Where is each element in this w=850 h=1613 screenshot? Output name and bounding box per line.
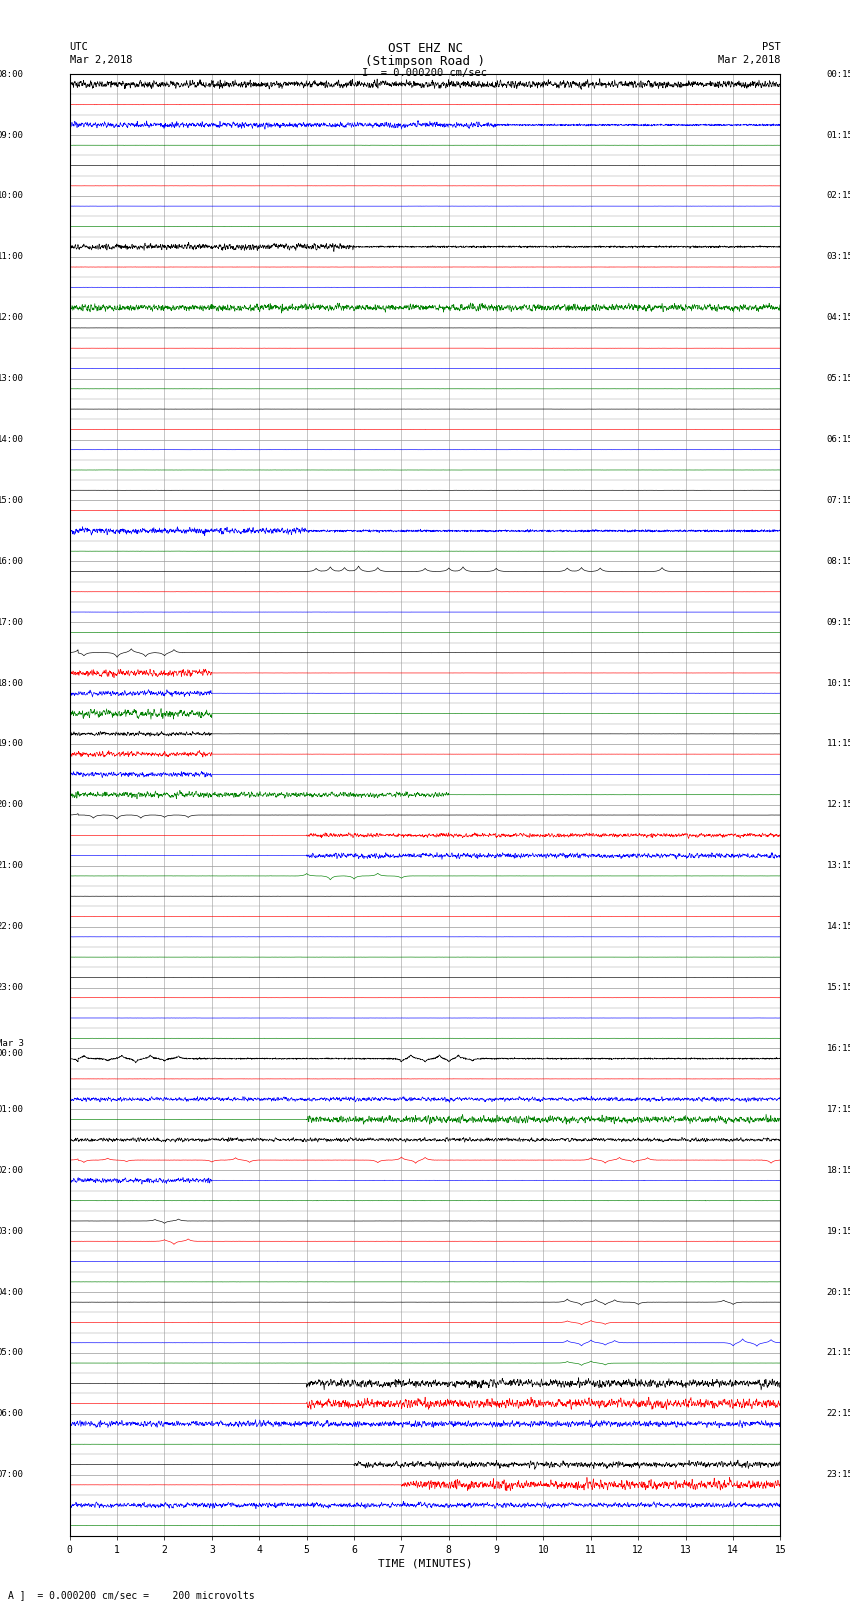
Text: 11:15: 11:15 — [826, 739, 850, 748]
Text: 23:15: 23:15 — [826, 1469, 850, 1479]
Text: 00:15: 00:15 — [826, 69, 850, 79]
Text: 21:00: 21:00 — [0, 861, 24, 871]
Text: 10:15: 10:15 — [826, 679, 850, 687]
Text: 18:15: 18:15 — [826, 1166, 850, 1174]
Text: Mar 3
00:00: Mar 3 00:00 — [0, 1039, 24, 1058]
Text: PST: PST — [762, 42, 780, 52]
Text: 18:00: 18:00 — [0, 679, 24, 687]
Text: 17:00: 17:00 — [0, 618, 24, 627]
Text: 08:15: 08:15 — [826, 556, 850, 566]
Text: UTC: UTC — [70, 42, 88, 52]
Text: 10:00: 10:00 — [0, 192, 24, 200]
Text: 08:00: 08:00 — [0, 69, 24, 79]
Text: 07:15: 07:15 — [826, 495, 850, 505]
Text: 04:15: 04:15 — [826, 313, 850, 323]
Text: 05:00: 05:00 — [0, 1348, 24, 1358]
Text: 22:15: 22:15 — [826, 1410, 850, 1418]
Text: (Stimpson Road ): (Stimpson Road ) — [365, 55, 485, 68]
Text: 20:15: 20:15 — [826, 1287, 850, 1297]
Text: 15:15: 15:15 — [826, 982, 850, 992]
X-axis label: TIME (MINUTES): TIME (MINUTES) — [377, 1558, 473, 1569]
Text: 06:00: 06:00 — [0, 1410, 24, 1418]
Text: 22:00: 22:00 — [0, 923, 24, 931]
Text: Mar 2,2018: Mar 2,2018 — [70, 55, 133, 65]
Text: 03:15: 03:15 — [826, 252, 850, 261]
Text: OST EHZ NC: OST EHZ NC — [388, 42, 462, 55]
Text: 15:00: 15:00 — [0, 495, 24, 505]
Text: 02:00: 02:00 — [0, 1166, 24, 1174]
Text: 07:00: 07:00 — [0, 1469, 24, 1479]
Text: 16:15: 16:15 — [826, 1044, 850, 1053]
Text: 20:00: 20:00 — [0, 800, 24, 810]
Text: 17:15: 17:15 — [826, 1105, 850, 1115]
Text: 09:00: 09:00 — [0, 131, 24, 140]
Text: 03:00: 03:00 — [0, 1226, 24, 1236]
Text: 11:00: 11:00 — [0, 252, 24, 261]
Text: 13:15: 13:15 — [826, 861, 850, 871]
Text: 13:00: 13:00 — [0, 374, 24, 384]
Text: 04:00: 04:00 — [0, 1287, 24, 1297]
Text: 14:15: 14:15 — [826, 923, 850, 931]
Text: 19:15: 19:15 — [826, 1226, 850, 1236]
Text: Mar 2,2018: Mar 2,2018 — [717, 55, 780, 65]
Text: 23:00: 23:00 — [0, 982, 24, 992]
Text: 16:00: 16:00 — [0, 556, 24, 566]
Text: 02:15: 02:15 — [826, 192, 850, 200]
Text: 12:15: 12:15 — [826, 800, 850, 810]
Text: 01:00: 01:00 — [0, 1105, 24, 1115]
Text: 12:00: 12:00 — [0, 313, 24, 323]
Text: 05:15: 05:15 — [826, 374, 850, 384]
Text: 09:15: 09:15 — [826, 618, 850, 627]
Text: 01:15: 01:15 — [826, 131, 850, 140]
Text: 14:00: 14:00 — [0, 436, 24, 444]
Text: A ]  = 0.000200 cm/sec =    200 microvolts: A ] = 0.000200 cm/sec = 200 microvolts — [8, 1590, 255, 1600]
Text: 06:15: 06:15 — [826, 436, 850, 444]
Text: 21:15: 21:15 — [826, 1348, 850, 1358]
Text: I  = 0.000200 cm/sec: I = 0.000200 cm/sec — [362, 68, 488, 77]
Text: 19:00: 19:00 — [0, 739, 24, 748]
